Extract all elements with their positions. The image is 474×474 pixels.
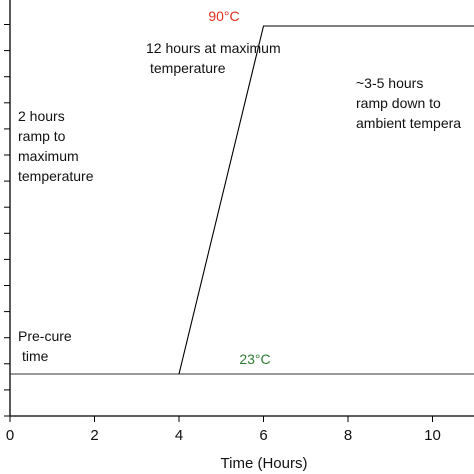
x-axis-ticks: 0246810121416182022 bbox=[6, 416, 441, 444]
annotation-line: ~3-5 hours bbox=[356, 75, 423, 91]
temperature-profile-line bbox=[178, 25, 474, 375]
x-tick-label: 0 bbox=[6, 427, 14, 444]
ambient-temperature-label: 23°C bbox=[239, 351, 270, 367]
x-axis-title: Time (Hours) bbox=[221, 455, 308, 472]
max-temperature-label: 90°C bbox=[208, 8, 239, 24]
x-tick-label: 2 bbox=[90, 427, 98, 444]
annotation-line: Pre-cure bbox=[18, 328, 72, 344]
ramp-down-annotation: ~3-5 hours ramp down to ambient tempera bbox=[356, 75, 461, 131]
annotation-line: ambient tempera bbox=[356, 115, 461, 131]
x-tick-label: 6 bbox=[259, 427, 267, 444]
ramp-up-annotation: 2 hours ramp to maximum temperature bbox=[18, 108, 94, 184]
y-axis-ticks bbox=[4, 24, 10, 417]
x-tick-label: 8 bbox=[344, 427, 352, 444]
annotation-line: maximum bbox=[18, 148, 79, 164]
annotation-line: 12 hours at maximum bbox=[146, 40, 281, 56]
annotation-line: temperature bbox=[18, 168, 94, 184]
x-tick-label: 10 bbox=[424, 427, 441, 444]
annotation-line: 2 hours bbox=[18, 108, 65, 124]
precure-annotation: Pre-cure time bbox=[18, 328, 76, 364]
x-tick-label: 4 bbox=[175, 427, 183, 444]
annotation-line: ramp to bbox=[18, 128, 66, 144]
annotation-line: temperature bbox=[150, 60, 226, 76]
annotation-line: time bbox=[22, 348, 49, 364]
annotation-line: ramp down to bbox=[356, 95, 441, 111]
hold-annotation: 12 hours at maximum temperature bbox=[146, 40, 285, 76]
